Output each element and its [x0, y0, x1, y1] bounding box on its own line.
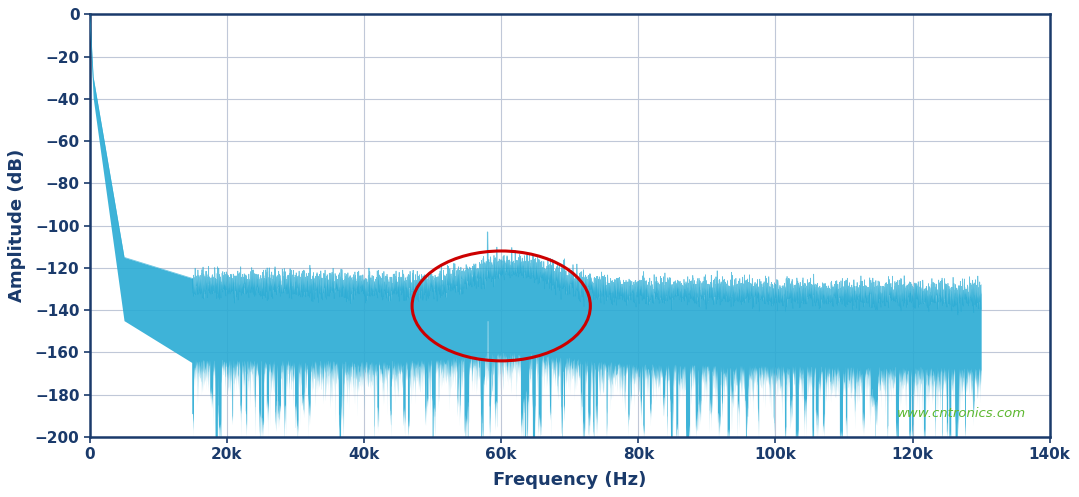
Y-axis label: Amplitude (dB): Amplitude (dB) — [9, 149, 26, 302]
X-axis label: Frequency (Hz): Frequency (Hz) — [493, 471, 646, 489]
Text: www.cntronics.com: www.cntronics.com — [897, 407, 1026, 420]
